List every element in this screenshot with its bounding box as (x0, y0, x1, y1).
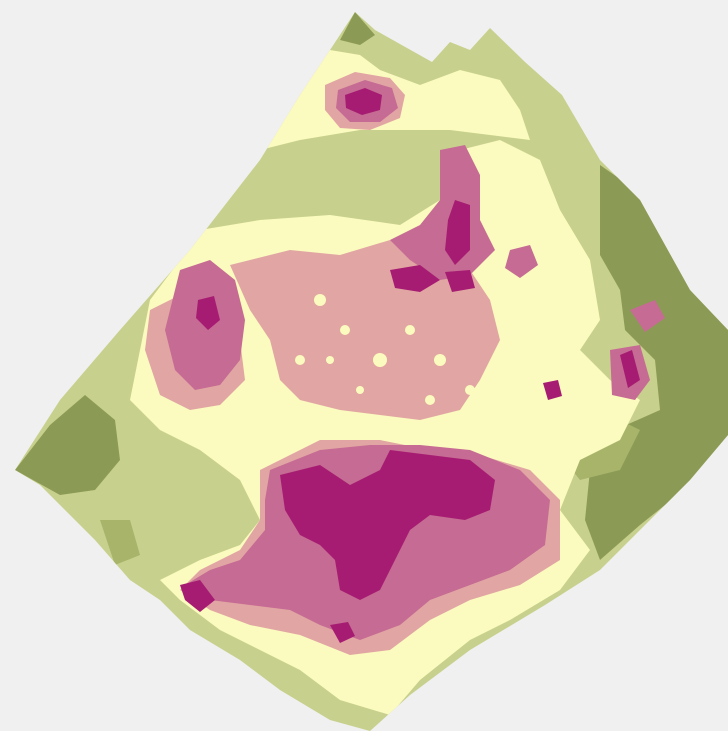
zone-south-magenta-blob (330, 622, 355, 643)
zone-west-magenta (196, 296, 220, 330)
speckle (373, 353, 387, 367)
zone-east-magenta (620, 350, 640, 388)
speckle (314, 294, 326, 306)
zone-center-magenta-2 (390, 265, 440, 292)
speckle (295, 355, 305, 365)
zone-south-magenta-west (180, 580, 215, 612)
zone-center-magenta (445, 200, 470, 265)
speckle (340, 325, 350, 335)
speckle (425, 395, 435, 405)
center-speckles (295, 294, 475, 405)
speckle (356, 386, 364, 394)
speckle (465, 385, 475, 395)
zone-southwest-mid (100, 520, 140, 565)
zone-blob-rose (505, 245, 538, 278)
magenta-zones (180, 88, 640, 643)
zone-west-dark (15, 395, 120, 495)
zone-center-magenta-3 (445, 270, 475, 292)
speckle (326, 356, 334, 364)
zone-south-magenta-main (280, 450, 495, 600)
zone-east-small-rose (630, 300, 665, 332)
speckle (434, 354, 446, 366)
zone-upper-pale-rose (230, 240, 500, 420)
zone-east-spot-magenta (543, 380, 562, 400)
speckle (405, 325, 415, 335)
zone-north-magenta (345, 88, 382, 115)
dark-olive-zones (15, 12, 728, 565)
zone-northeast-dark (340, 12, 375, 45)
